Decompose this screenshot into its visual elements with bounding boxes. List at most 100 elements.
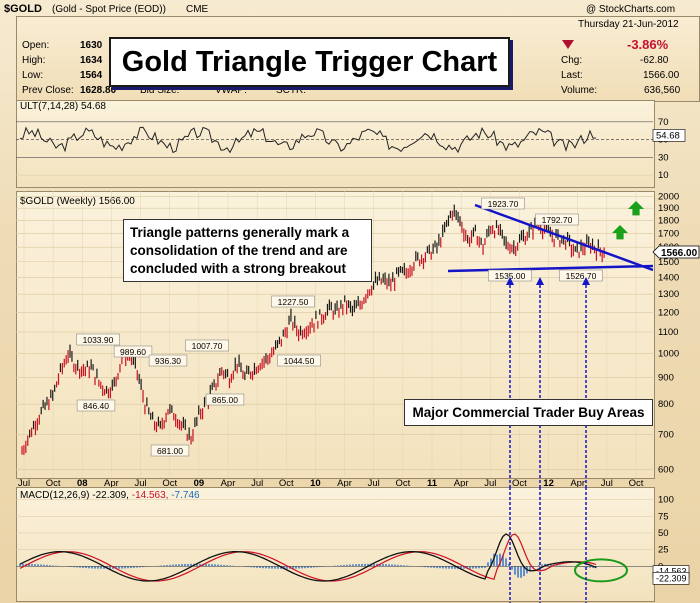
peak-label-text: 1227.50 bbox=[278, 297, 309, 307]
price-x-tick-label: Oct bbox=[629, 478, 644, 489]
peak-label: 846.40 bbox=[76, 399, 116, 412]
price-x-tick-label: Apr bbox=[454, 478, 469, 489]
last-value: 1566.00 bbox=[643, 70, 680, 81]
down-arrow-icon bbox=[562, 40, 574, 49]
peak-label-text: 865.00 bbox=[212, 395, 238, 405]
chg-value: -62.80 bbox=[640, 55, 669, 66]
triangle-note: Triangle patterns generally mark a conso… bbox=[123, 219, 372, 282]
price-y-tick-label: 1800 bbox=[658, 215, 679, 226]
price-x-tick-label: Apr bbox=[337, 478, 352, 489]
macd-last-value: -14.563 bbox=[656, 567, 687, 577]
ult-title: ULT(7,14,28) 54.68 bbox=[20, 101, 106, 112]
symbol: $GOLD bbox=[4, 3, 42, 15]
symbol-name: (Gold - Spot Price (EOD)) bbox=[52, 4, 166, 15]
price-y-tick-label: 900 bbox=[658, 372, 674, 383]
macd-signal-value: -14.563, bbox=[131, 490, 169, 501]
price-plot: 2000190018001700160015001400130012001100… bbox=[16, 191, 700, 491]
price-bars bbox=[21, 204, 605, 455]
ult-plot: 7050301054.68 bbox=[16, 117, 686, 181]
peak-label-box bbox=[535, 213, 579, 226]
up-arrow-icon bbox=[628, 201, 644, 216]
price-y-tick-label: 1400 bbox=[658, 272, 679, 283]
vwap-label: VWAP: bbox=[215, 85, 247, 96]
macd-value: -22.309, bbox=[92, 490, 129, 501]
open-label: Open: bbox=[22, 40, 50, 51]
price-x-tick-label: Oct bbox=[162, 478, 177, 489]
buy-area-arrow-icon bbox=[536, 277, 544, 285]
price-y-tick-label: 1300 bbox=[658, 289, 679, 300]
price-x-tick-label: Jul bbox=[601, 478, 613, 489]
low-label: Low: bbox=[22, 70, 44, 81]
ult-y-tick-label: 30 bbox=[658, 152, 669, 163]
low-value: 1564 bbox=[80, 70, 103, 81]
peak-label-text: 1033.90 bbox=[83, 335, 114, 345]
buy-note: Major Commercial Trader Buy Areas bbox=[404, 399, 653, 426]
buy-note-text: Major Commercial Trader Buy Areas bbox=[412, 405, 645, 420]
peak-label: 681.00 bbox=[150, 444, 190, 457]
peak-label: 1033.90 bbox=[76, 333, 120, 346]
volume-label: Volume: bbox=[561, 85, 598, 96]
last-price-value: 1566.00 bbox=[661, 248, 698, 259]
high-value: 1634 bbox=[80, 55, 103, 66]
price-x-tick-label: 10 bbox=[310, 478, 321, 489]
ult-last-value: 54.68 bbox=[656, 130, 680, 141]
price-y-tick-label: 2000 bbox=[658, 192, 679, 203]
macd-plot: 1007550250-14.563-22.309 bbox=[16, 487, 690, 603]
last-price-tag-box bbox=[652, 245, 700, 259]
price-x-tick-label: Jul bbox=[134, 478, 146, 489]
triangle-note-text: Triangle patterns generally mark a conso… bbox=[130, 225, 350, 276]
macd-y-tick-label: 100 bbox=[658, 495, 674, 506]
price-x-tick-label: Oct bbox=[279, 478, 294, 489]
peak-label: 1526.70 bbox=[559, 269, 603, 282]
ult-y-tick-label: 10 bbox=[658, 170, 669, 181]
peak-label-box bbox=[559, 269, 603, 282]
price-x-tick-label: 08 bbox=[77, 478, 88, 489]
bid-size-label: Bid Size: bbox=[140, 85, 180, 96]
peak-label-box bbox=[481, 197, 525, 210]
last-price-tag: 1566.00 bbox=[652, 245, 700, 259]
peak-label-box bbox=[113, 345, 153, 358]
price-y-tick-label: 600 bbox=[658, 464, 674, 475]
prev-close-value: 1628.80 bbox=[80, 85, 117, 96]
copyright: @ StockCharts.com bbox=[586, 4, 676, 15]
ult-last-value-box bbox=[652, 129, 686, 142]
macd-panel bbox=[16, 487, 655, 602]
price-x-tick-label: Oct bbox=[512, 478, 527, 489]
price-x-tick-label: Jul bbox=[18, 478, 30, 489]
price-y-tick-label: 1500 bbox=[658, 257, 679, 268]
peak-label-text: 989.60 bbox=[120, 347, 146, 357]
peak-label: 1923.70 bbox=[481, 197, 525, 210]
price-x-tick-label: Jul bbox=[251, 478, 263, 489]
price-x-tick-label: Oct bbox=[46, 478, 61, 489]
peak-label-text: 1044.50 bbox=[284, 356, 315, 366]
peak-label: 989.60 bbox=[113, 345, 153, 358]
macd-y-tick-label: 75 bbox=[658, 511, 669, 522]
macd-y-tick-label: 25 bbox=[658, 545, 669, 556]
macd-highlight-ellipse bbox=[574, 558, 628, 583]
chart-title-box: Gold Triangle Trigger Chart bbox=[109, 37, 510, 87]
peak-label-text: 1007.70 bbox=[192, 341, 223, 351]
ult-y-tick-label: 70 bbox=[658, 117, 669, 128]
open-value: 1630 bbox=[80, 40, 103, 51]
price-x-tick-label: 11 bbox=[427, 478, 438, 489]
price-x-tick-label: Jul bbox=[484, 478, 496, 489]
price-y-tick-label: 700 bbox=[658, 429, 674, 440]
peak-label-text: 1923.70 bbox=[488, 199, 519, 209]
price-x-tick-label: Apr bbox=[104, 478, 119, 489]
macd-hist-value: -7.746 bbox=[171, 490, 200, 501]
change-pct: -3.86% bbox=[627, 37, 669, 52]
price-x-tick-label: Oct bbox=[395, 478, 410, 489]
macd-last-value-box bbox=[652, 572, 690, 585]
prev-close-label: Prev Close: bbox=[22, 85, 74, 96]
peak-label: 1227.50 bbox=[271, 295, 315, 308]
peak-label-text: 1535.00 bbox=[495, 271, 526, 281]
price-y-tick-label: 1100 bbox=[658, 327, 678, 338]
peak-label: 936.30 bbox=[148, 354, 188, 367]
triangle-lower-line bbox=[447, 264, 654, 273]
chg-label: Chg: bbox=[561, 55, 583, 66]
macd-line bbox=[19, 533, 597, 582]
peak-label: 1044.50 bbox=[277, 354, 321, 367]
peak-label-box bbox=[277, 354, 321, 367]
macd-signal-line bbox=[19, 533, 597, 582]
